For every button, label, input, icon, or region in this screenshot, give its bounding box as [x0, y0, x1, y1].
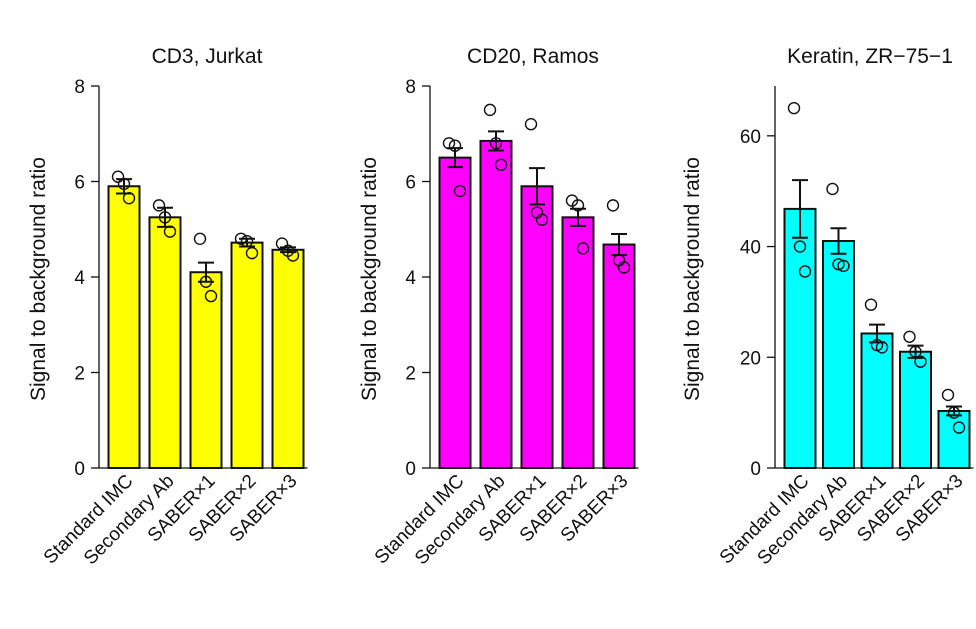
bar [230, 241, 264, 469]
y-tick-label: 2 [405, 364, 416, 385]
data-point [535, 213, 549, 226]
error-bar [570, 207, 586, 227]
data-point [798, 265, 812, 278]
data-point [909, 345, 922, 358]
error-bar [116, 178, 132, 195]
data-point [442, 137, 456, 150]
data-point [617, 261, 631, 274]
data-point [453, 184, 467, 198]
data-point [163, 225, 177, 238]
data-point [571, 199, 585, 212]
data-point [199, 275, 213, 288]
data-point [204, 289, 218, 303]
data-point [245, 246, 259, 260]
bar [479, 139, 513, 469]
data-point [483, 103, 497, 117]
y-tick-label: 0 [74, 459, 85, 480]
chart-title: CD3, Jurkat [152, 45, 263, 68]
data-point [606, 199, 620, 212]
data-point [275, 237, 289, 250]
data-point [832, 258, 845, 271]
data-point [111, 170, 125, 183]
data-point [826, 182, 839, 196]
bar [783, 207, 817, 469]
bar [271, 248, 305, 469]
data-point [158, 211, 172, 224]
data-point [864, 298, 878, 311]
y-tick-label: 0 [750, 459, 761, 480]
bar [899, 350, 932, 470]
bar [561, 216, 595, 469]
data-point [234, 232, 248, 246]
y-tick-label: 2 [74, 364, 85, 385]
chart-title: Keratin, ZR−75−1 [787, 45, 953, 68]
data-point [117, 177, 131, 191]
y-tick-label: 8 [405, 77, 416, 98]
y-tick-label: 20 [740, 348, 761, 369]
bar [148, 216, 182, 469]
data-point [576, 242, 590, 255]
data-point [914, 355, 927, 368]
y-tick-label: 6 [74, 173, 85, 194]
bar [520, 185, 554, 469]
y-tick-label: 0 [405, 459, 416, 480]
bar [602, 243, 636, 469]
data-point [489, 137, 503, 150]
data-point [903, 330, 916, 343]
bar [107, 185, 141, 469]
error-bar [792, 179, 808, 239]
error-bar [830, 227, 847, 255]
y-tick-label: 6 [405, 173, 416, 194]
y-axis-label: Signal to background ratio [681, 157, 704, 401]
data-point [152, 199, 166, 212]
chart-panel-3: Keratin, ZR−75−1 Signal to background rat… [681, 45, 974, 569]
y-axis-label: Signal to background ratio [27, 157, 50, 401]
data-point [193, 232, 207, 246]
data-point [837, 259, 850, 273]
bar [937, 409, 971, 469]
y-tick-label: 8 [74, 77, 85, 98]
data-point [952, 421, 966, 434]
bar [438, 156, 472, 469]
data-point [286, 249, 300, 262]
bar [860, 332, 894, 470]
y-axis-label: Signal to background ratio [358, 157, 381, 401]
y-tick-label: 4 [405, 268, 416, 289]
error-bar [488, 130, 504, 152]
data-point [875, 341, 889, 354]
bar [189, 271, 223, 469]
chart-panel-2: CD20, Ramos Signal to background ratio 0 2 4… [358, 45, 639, 569]
error-bar [157, 206, 173, 228]
data-point [947, 406, 961, 419]
chart-panel-1: CD3, Jurkat Signal to background ratio 0 2 4… [27, 45, 308, 569]
data-point [787, 101, 801, 115]
error-bar [529, 167, 545, 206]
data-point [524, 117, 538, 131]
data-point [122, 192, 136, 205]
data-point [448, 139, 462, 152]
data-point [494, 158, 508, 171]
data-point [793, 240, 807, 253]
chart-title: CD20, Ramos [467, 45, 599, 68]
y-tick-label: 40 [740, 238, 761, 259]
data-point [240, 234, 254, 248]
y-tick-label: 4 [74, 268, 85, 289]
data-point [941, 388, 955, 402]
bar [822, 240, 855, 469]
y-tick-label: 60 [740, 127, 761, 148]
